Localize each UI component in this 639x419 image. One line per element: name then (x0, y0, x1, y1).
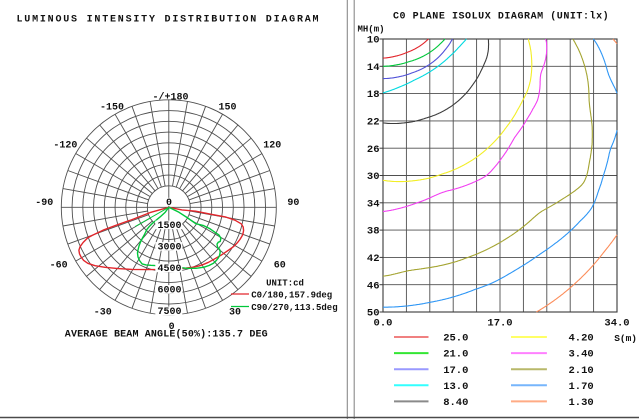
svg-text:C0/180,157.9deg: C0/180,157.9deg (251, 290, 332, 300)
svg-text:C90/270,113.5deg: C90/270,113.5deg (251, 303, 337, 313)
svg-text:26: 26 (367, 144, 380, 156)
svg-text:25.0: 25.0 (443, 333, 468, 345)
svg-text:34: 34 (367, 198, 380, 210)
svg-text:90: 90 (287, 198, 299, 209)
svg-text:46: 46 (367, 280, 380, 292)
svg-text:4500: 4500 (157, 264, 181, 275)
svg-text:30: 30 (367, 171, 380, 183)
svg-text:21.0: 21.0 (443, 349, 468, 361)
svg-text:1.70: 1.70 (569, 381, 594, 393)
svg-text:6000: 6000 (157, 286, 181, 297)
svg-text:1.30: 1.30 (569, 397, 594, 409)
svg-text:AVERAGE BEAM ANGLE(50%):135.7: AVERAGE BEAM ANGLE(50%):135.7 DEG (65, 329, 268, 341)
svg-text:50: 50 (367, 308, 380, 320)
svg-text:34.0: 34.0 (604, 318, 629, 330)
svg-text:0.0: 0.0 (374, 318, 393, 330)
svg-text:-90: -90 (35, 198, 53, 209)
svg-text:-150: -150 (100, 103, 124, 114)
svg-text:8.40: 8.40 (443, 397, 468, 409)
svg-text:120: 120 (263, 141, 281, 152)
svg-text:C0 PLANE ISOLUX DIAGRAM (UNIT:: C0 PLANE ISOLUX DIAGRAM (UNIT:lx) (393, 11, 609, 23)
svg-text:7500: 7500 (157, 307, 181, 318)
svg-text:38: 38 (367, 226, 380, 238)
svg-text:LUMINOUS INTENSITY DISTRIBUTIO: LUMINOUS INTENSITY DISTRIBUTION DIAGRAM (17, 15, 321, 26)
svg-text:MH(m): MH(m) (358, 25, 385, 35)
svg-text:-/+180: -/+180 (152, 92, 188, 104)
svg-text:-30: -30 (94, 308, 112, 319)
svg-text:1500: 1500 (157, 221, 181, 232)
svg-text:30: 30 (229, 308, 241, 319)
svg-text:42: 42 (367, 253, 380, 265)
svg-text:3.40: 3.40 (569, 349, 594, 361)
svg-text:13.0: 13.0 (443, 381, 468, 393)
svg-text:17.0: 17.0 (487, 318, 512, 330)
svg-text:2.10: 2.10 (569, 365, 594, 377)
svg-text:22: 22 (367, 117, 380, 129)
svg-text:14: 14 (367, 62, 380, 74)
svg-text:4.20: 4.20 (569, 333, 594, 345)
svg-text:UNIT:cd: UNIT:cd (266, 278, 304, 288)
svg-text:18: 18 (367, 89, 380, 101)
svg-text:3000: 3000 (157, 243, 181, 254)
svg-text:17.0: 17.0 (443, 365, 468, 377)
svg-text:60: 60 (274, 260, 286, 271)
svg-text:0: 0 (166, 198, 172, 209)
svg-text:10: 10 (367, 35, 380, 47)
svg-text:0: 0 (169, 322, 175, 333)
svg-text:S(m): S(m) (614, 333, 637, 344)
svg-text:150: 150 (218, 103, 236, 114)
svg-text:-60: -60 (50, 260, 68, 271)
svg-text:-120: -120 (53, 141, 77, 152)
